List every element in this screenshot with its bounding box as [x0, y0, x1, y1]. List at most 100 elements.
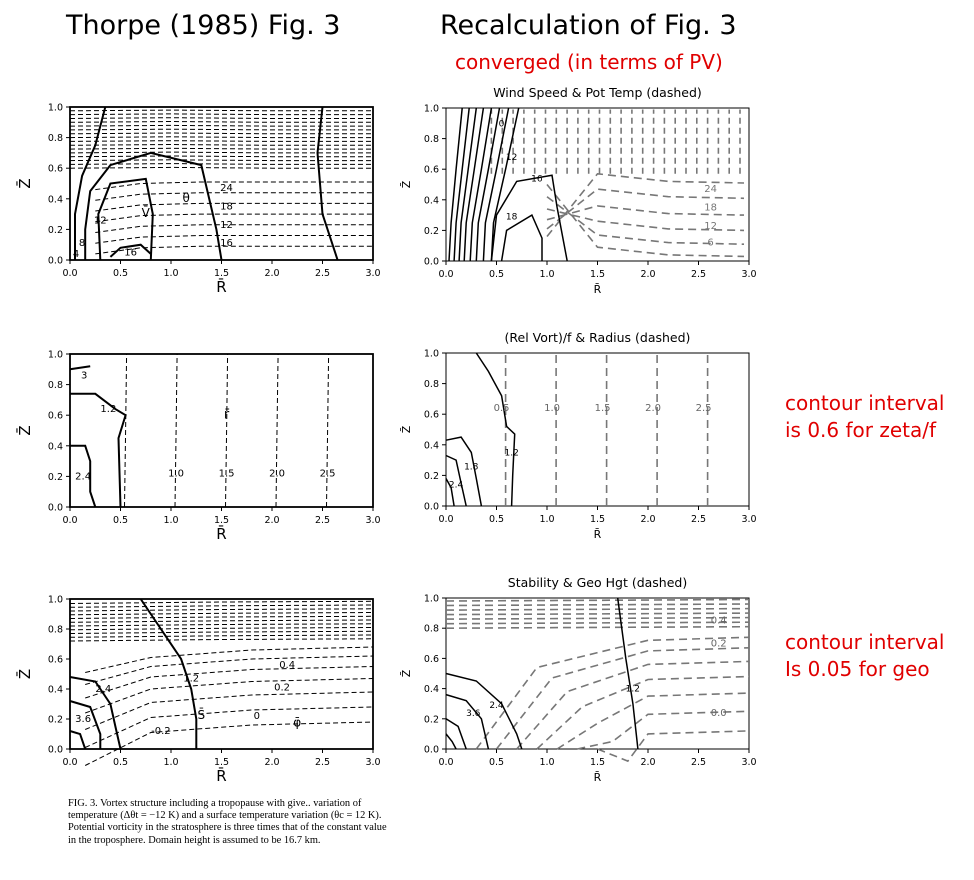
- geo-contour: [445, 603, 750, 607]
- theta-contour: [69, 166, 373, 169]
- recalc-bottom-ylabel: Z̄: [400, 669, 413, 677]
- stability-contour: [616, 597, 639, 750]
- wind-value-label: 18: [506, 213, 518, 223]
- stability-contour: [69, 700, 102, 749]
- recalc-top-xtick-label: 1.0: [539, 269, 554, 280]
- theta-contour: [95, 181, 373, 191]
- theta-contour: [69, 132, 373, 135]
- recalc-bottom-title: Stability & Geo Hgt (dashed): [508, 575, 687, 590]
- theta-contour: [69, 136, 373, 139]
- stability-contour: [445, 693, 490, 750]
- radius-contour: [275, 353, 279, 508]
- geo-contour: [445, 607, 750, 611]
- recalc-bottom-xtick-label: 1.5: [590, 757, 605, 768]
- scanned-bottom-xtick-label: 0.5: [113, 757, 128, 768]
- scanned-bottom-xlabel: R̄: [216, 766, 226, 785]
- radius-value-label: 1.5: [595, 403, 611, 414]
- theta-contour: [69, 109, 373, 112]
- vorticity-contour: [445, 478, 455, 507]
- theta-value-label: 6: [707, 238, 713, 249]
- recalc-middle-plot: 0.0 0.5 1.0 1.5 2.0 2.5 3.0 0.0 0.2 0.4 0.6 0.8 1.0 R…: [400, 330, 757, 541]
- wind-value-label: 12: [506, 153, 517, 163]
- wind-contour: [448, 107, 463, 262]
- wind-contour: [84, 151, 223, 261]
- geo-contour: [445, 612, 750, 616]
- recalc-bottom-xlabel: R̄: [594, 771, 602, 784]
- theta-contour: [69, 143, 373, 146]
- scanned-top-xtick-label: 1.5: [214, 268, 229, 279]
- radius-contour: [225, 353, 229, 508]
- radius-value-label: 1.5: [219, 468, 235, 479]
- scanned-bottom-xtick-label: 3.0: [365, 757, 380, 768]
- wind-contour: [74, 106, 107, 260]
- recalc-middle-title: (Rel Vort)/f & Radius (dashed): [505, 330, 691, 345]
- scanned-bottom-ytick-label: 0.4: [48, 685, 63, 696]
- stability-contour: [69, 730, 87, 750]
- recalc-bottom-plot: 0.0 0.5 1.0 1.5 2.0 2.5 3.0 0.0 0.2 0.4 0.6 0.8 1.0 R…: [400, 575, 757, 784]
- geo-contour: [445, 616, 750, 620]
- wind-contour: [458, 107, 478, 262]
- geo-contour: [84, 721, 374, 766]
- stability-contour: [445, 672, 523, 750]
- wind-contour: [500, 214, 543, 262]
- scanned-bottom-ytick-label: 1.0: [48, 595, 63, 606]
- geo-contour: [69, 604, 374, 608]
- wind-contour: [490, 174, 568, 262]
- recalc-middle-xtick-label: 3.0: [741, 514, 756, 525]
- scanned-top-xtick-label: 2.0: [264, 268, 279, 279]
- scanned-middle-xlabel: R̄: [216, 524, 226, 543]
- scanned-middle-ytick-label: 0.2: [48, 472, 63, 483]
- wind-value-label: 16: [531, 174, 543, 184]
- radius-value-label: 2.5: [320, 468, 336, 479]
- stability-value-label: 3.6: [466, 709, 481, 719]
- geo-value-label: 0: [254, 711, 260, 722]
- geo-value-label: -0.2: [151, 726, 171, 737]
- stability-value-label: 3.6: [75, 714, 91, 725]
- recalc-middle-ytick-label: 0.2: [424, 471, 439, 482]
- wind-label: V̄: [142, 206, 151, 220]
- theta-contour: [69, 155, 373, 158]
- theta-contour: [69, 159, 373, 162]
- recalc-bottom-ytick-label: 0.2: [424, 714, 439, 725]
- radius-value-label: 2.5: [696, 403, 712, 414]
- theta-value-label: 24: [704, 184, 717, 195]
- vorticity-contour: [70, 444, 97, 508]
- geo-contour: [69, 619, 374, 623]
- stability-value-label: 1.2: [183, 674, 199, 685]
- recalc-top-ytick-label: 0.4: [424, 195, 439, 206]
- recalc-middle-ylabel: Z̄: [400, 425, 413, 433]
- geo-contour: [85, 646, 374, 673]
- wind-contour: [97, 177, 154, 261]
- recalc-top-xtick-label: 1.5: [590, 269, 605, 280]
- wind-contour: [469, 107, 493, 262]
- vorticity-value-label: 1.8: [464, 462, 479, 472]
- theta-contour: [69, 128, 373, 131]
- stability-value-label: 1.2: [626, 685, 640, 695]
- recalc-top-xtick-label: 2.0: [640, 269, 655, 280]
- geo-contour: [69, 615, 374, 619]
- scanned-middle-ytick-label: 0.0: [48, 503, 63, 514]
- scanned-bottom-ytick-label: 0.6: [48, 655, 63, 666]
- geo-contour: [536, 675, 750, 750]
- theta-value-label: 18: [704, 203, 717, 214]
- theta-value-label: 18: [220, 202, 233, 213]
- geo-contour: [445, 621, 750, 625]
- recalc-top-xtick-label: 0.5: [489, 269, 504, 280]
- geo-value-label: 0.4: [711, 616, 727, 627]
- theta-value-label: 16: [220, 238, 233, 249]
- geo-contour: [69, 612, 374, 616]
- radius-contour: [326, 353, 330, 508]
- figure-caption: FIG. 3. Vortex structure including a tro…: [68, 798, 387, 846]
- recalc-bottom-ytick-label: 0.6: [424, 654, 439, 665]
- recalc-top-xlabel: R̄: [594, 283, 602, 296]
- wind-contour: [453, 107, 470, 262]
- vorticity-value-label: 1.2: [504, 449, 518, 459]
- theta-contour: [546, 172, 745, 238]
- radius-value-label: 2.0: [645, 403, 661, 414]
- zeta-note-line2: is 0.6 for zeta/f: [785, 418, 937, 442]
- recalc-top-ytick-label: 0.8: [424, 134, 439, 145]
- geo-contour: [475, 636, 750, 750]
- geo-contour: [495, 647, 750, 750]
- theta-contour: [546, 208, 745, 232]
